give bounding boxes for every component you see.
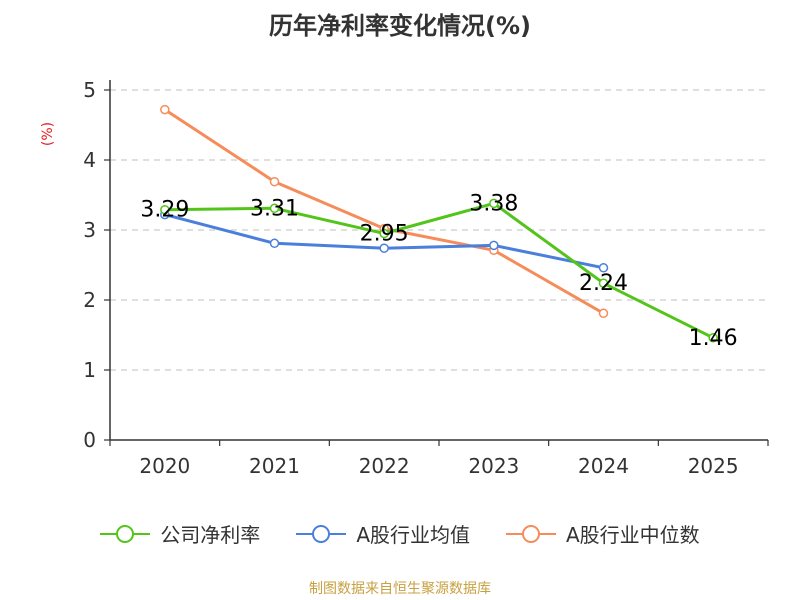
data-point bbox=[708, 333, 718, 343]
chart-title: 历年净利率变化情况(%) bbox=[269, 12, 531, 40]
x-tick-label: 2025 bbox=[688, 454, 739, 478]
y-tick-label: 1 bbox=[83, 358, 96, 382]
data-point bbox=[379, 243, 389, 253]
x-tick-label: 2024 bbox=[578, 454, 629, 478]
x-tick-label: 2022 bbox=[359, 454, 410, 478]
data-point bbox=[598, 308, 609, 319]
legend-marker-icon bbox=[506, 524, 556, 543]
y-tick-label: 4 bbox=[83, 148, 96, 172]
data-point bbox=[489, 240, 499, 251]
x-tick-label: 2021 bbox=[249, 454, 300, 478]
data-point bbox=[379, 228, 389, 239]
y-tick-label: 0 bbox=[83, 428, 96, 452]
legend-label: A股行业中位数 bbox=[566, 523, 700, 547]
data-point bbox=[489, 198, 499, 209]
data-point bbox=[160, 204, 170, 215]
y-tick-label: 5 bbox=[83, 78, 96, 102]
axes: 0 1 2 3 4 5 2020 2021 2022 2023 2024 2025 bbox=[83, 78, 769, 478]
data-label: 2.95 bbox=[360, 222, 409, 247]
y-tick-label: 3 bbox=[83, 218, 96, 242]
series-line bbox=[164, 108, 605, 315]
data-point bbox=[598, 278, 609, 288]
x-tick-label: 2023 bbox=[468, 454, 519, 478]
series-line bbox=[164, 201, 714, 340]
legend-label: A股行业均值 bbox=[356, 523, 470, 547]
data-label: 1.46 bbox=[689, 326, 738, 351]
legend-marker-icon bbox=[100, 524, 151, 543]
data-source-note: 制图数据来自恒生聚源数据库 bbox=[309, 581, 491, 597]
legend-item-industry-mean[interactable]: A股行业均值 bbox=[296, 519, 470, 548]
legend-item-industry-median[interactable]: A股行业中位数 bbox=[506, 519, 700, 548]
series-lines bbox=[160, 104, 718, 343]
data-point bbox=[269, 203, 280, 214]
data-point bbox=[160, 104, 170, 115]
legend: 公司净利率 A股行业均值 A股行业中位数 bbox=[0, 519, 800, 548]
data-point bbox=[269, 176, 280, 187]
data-label: 3.31 bbox=[250, 196, 299, 221]
data-point bbox=[269, 238, 280, 249]
data-point bbox=[598, 263, 609, 273]
grid-lines bbox=[110, 89, 768, 371]
legend-item-company[interactable]: 公司净利率 bbox=[100, 519, 260, 548]
legend-label: 公司净利率 bbox=[160, 523, 261, 547]
legend-marker-icon bbox=[296, 524, 347, 543]
data-label: 3.29 bbox=[140, 198, 189, 223]
y-tick-label: 2 bbox=[83, 288, 96, 312]
data-label: 3.38 bbox=[469, 191, 518, 216]
x-tick-label: 2020 bbox=[139, 454, 190, 478]
data-labels: 3.29 3.31 2.95 3.38 2.24 1.46 bbox=[140, 191, 737, 350]
data-label: 2.24 bbox=[579, 271, 628, 296]
